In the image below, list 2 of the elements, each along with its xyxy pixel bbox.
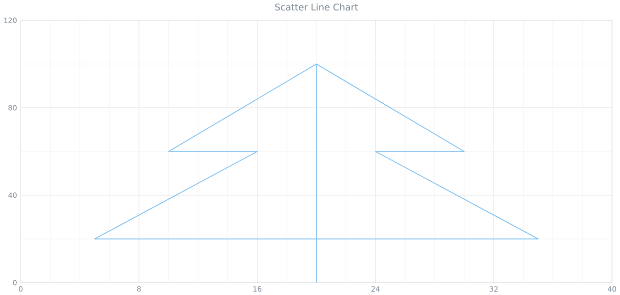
chart-title: Scatter Line Chart [275,3,358,10]
line-series [94,64,539,283]
